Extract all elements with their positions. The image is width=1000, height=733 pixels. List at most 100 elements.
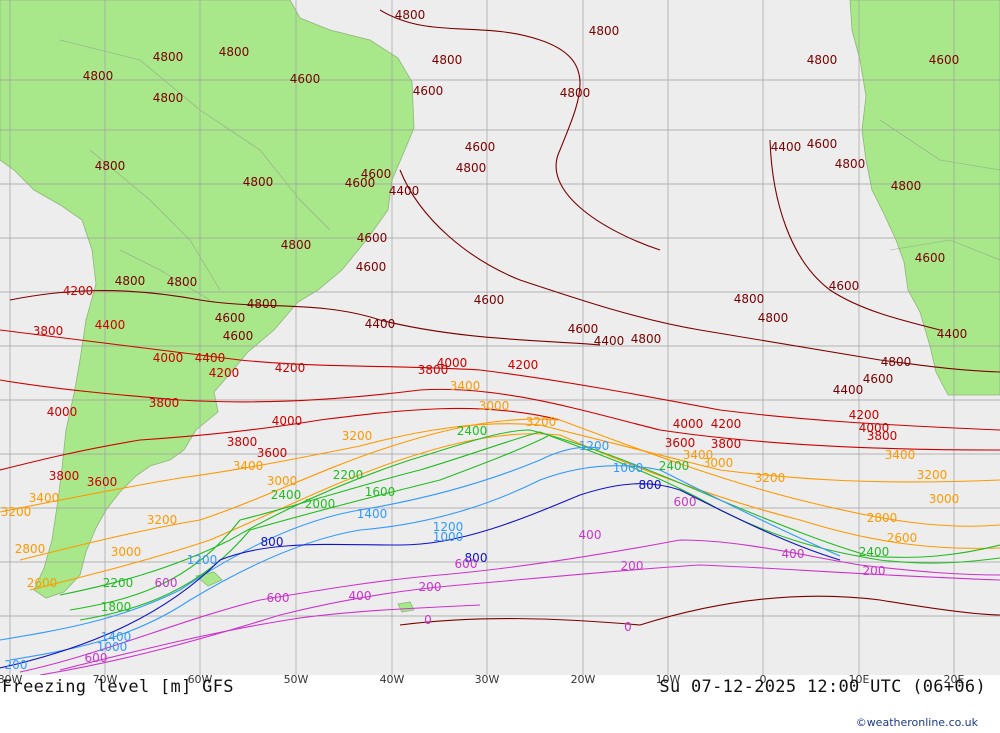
contour-value-label: 4800: [560, 86, 591, 100]
contour-value-label: 3600: [257, 446, 288, 460]
contour-value-label: 600: [267, 591, 290, 605]
contour-line: [399, 595, 1000, 626]
contour-value-label: 4600: [829, 279, 860, 293]
longitude-tick-label: 0: [759, 673, 767, 686]
contour-line: [399, 169, 1000, 373]
contour-value-label: 4800: [395, 8, 426, 22]
contour-value-label: 4400: [389, 184, 420, 198]
longitude-tick-label: 50W: [283, 673, 309, 686]
contour-value-label: 3800: [33, 324, 64, 338]
contour-value-label: 4800: [456, 161, 487, 175]
contour-value-label: 800: [465, 551, 488, 565]
contour-value-label: 3800: [227, 435, 258, 449]
contour-value-label: 600: [155, 576, 178, 590]
contour-value-label: 400: [349, 589, 372, 603]
contour-value-label: 1600: [365, 485, 396, 499]
credit-link[interactable]: ©weatheronline.co.uk: [855, 716, 978, 729]
longitude-tick-label: 20W: [570, 673, 596, 686]
longitude-tick-label: 10E: [848, 673, 870, 686]
contour-value-label: 4800: [281, 238, 312, 252]
contour-value-label: 4200: [711, 417, 742, 431]
south-georgia-island: [397, 601, 415, 613]
contour-value-label: 4000: [153, 351, 184, 365]
contour-value-label: 3800: [149, 396, 180, 410]
contour-value-label: 4400: [771, 140, 802, 154]
contour-value-label: 3000: [111, 545, 142, 559]
contour-value-label: 4600: [807, 137, 838, 151]
contour-value-label: 4800: [432, 53, 463, 67]
contour-value-label: 1200: [187, 553, 218, 567]
contour-value-label: 4600: [413, 84, 444, 98]
contour-value-label: 1200: [579, 439, 610, 453]
contour-value-label: 4200: [275, 361, 306, 375]
freezing-level-map[interactable]: 4800 4800 4800 4800 4800 4800 4600 4800 4600 4800…: [0, 0, 1000, 675]
contour-value-label: 1200: [433, 520, 464, 534]
contour-line: [29, 433, 1000, 591]
contour-value-label: 3600: [87, 475, 118, 489]
contour-value-label: 2400: [659, 459, 690, 473]
contour-value-label: 2400: [271, 488, 302, 502]
contour-value-label: 3800: [711, 437, 742, 451]
contour-value-label: 4600: [474, 293, 505, 307]
contour-value-label: 4400: [195, 351, 226, 365]
contour-value-label: 4600: [465, 140, 496, 154]
longitude-tick-label: 40W: [379, 673, 405, 686]
contour-value-label: 4800: [881, 355, 912, 369]
contour-value-label: 2600: [27, 576, 58, 590]
contour-value-label: 2200: [103, 576, 134, 590]
contour-value-label: 4400: [833, 383, 864, 397]
contour-value-label: 3200: [1, 505, 32, 519]
contour-value-label: 3800: [418, 363, 449, 377]
contour-line: [9, 465, 841, 661]
contour-line: [59, 429, 1000, 596]
contour-value-label: 4800: [167, 275, 198, 289]
contour-value-label: 4600: [915, 251, 946, 265]
longitude-tick-label: 60W: [187, 673, 213, 686]
contour-value-label: 4000: [673, 417, 704, 431]
contour-value-label: 3200: [917, 468, 948, 482]
contour-value-label: 1800: [101, 600, 132, 614]
contour-value-label: 4800: [835, 157, 866, 171]
contour-value-label: 3400: [233, 459, 264, 473]
contour-value-label: 2000: [305, 497, 336, 511]
contour-value-label: 3600: [665, 436, 696, 450]
contour-value-label: 200: [419, 580, 442, 594]
contour-value-label: 3400: [885, 448, 916, 462]
contour-value-label: 2800: [15, 542, 46, 556]
contour-value-label: 3200: [755, 471, 786, 485]
contour-value-label: 4800: [219, 45, 250, 59]
contour-line: [379, 9, 661, 251]
contour-value-label: 200: [863, 564, 886, 578]
contour-line: [0, 329, 1000, 431]
contour-value-label: 4400: [937, 327, 968, 341]
valid-time: Su 07-12-2025 12:00 UTC (06+06): [659, 677, 986, 697]
contour-value-label: 4800: [153, 50, 184, 64]
contour-line: [19, 418, 1000, 561]
longitude-tick-label: 20E: [943, 673, 965, 686]
contour-value-label: 400: [782, 547, 805, 561]
contour-value-label: 4400: [594, 334, 625, 348]
contour-value-label: 2200: [333, 468, 364, 482]
contour-value-label: 4800: [758, 311, 789, 325]
freezing-level-contours: [0, 9, 1000, 675]
contour-value-label: 1000: [613, 461, 644, 475]
longitude-tick-label: 10W: [655, 673, 681, 686]
contour-value-label: 3200: [526, 415, 557, 429]
contour-line: [19, 539, 1000, 673]
contour-value-label: 4600: [215, 311, 246, 325]
contour-value-label: 4600: [929, 53, 960, 67]
contour-value-label: 600: [85, 651, 108, 665]
contour-value-label: 4800: [243, 175, 274, 189]
product-title: Freezing level [m] GFS: [2, 677, 234, 697]
contour-value-label: 3400: [683, 448, 714, 462]
contour-value-label: 1000: [97, 640, 128, 654]
contour-value-label: 2800: [867, 511, 898, 525]
contour-value-label: 4600: [361, 167, 392, 181]
contour-value-label: 4000: [272, 414, 303, 428]
contour-line: [39, 564, 1000, 675]
contour-line: [0, 446, 601, 641]
contour-value-label: 3400: [450, 379, 481, 393]
contour-line: [0, 483, 841, 669]
contour-value-label: 4600: [863, 372, 894, 386]
contour-value-label: 4400: [95, 318, 126, 332]
